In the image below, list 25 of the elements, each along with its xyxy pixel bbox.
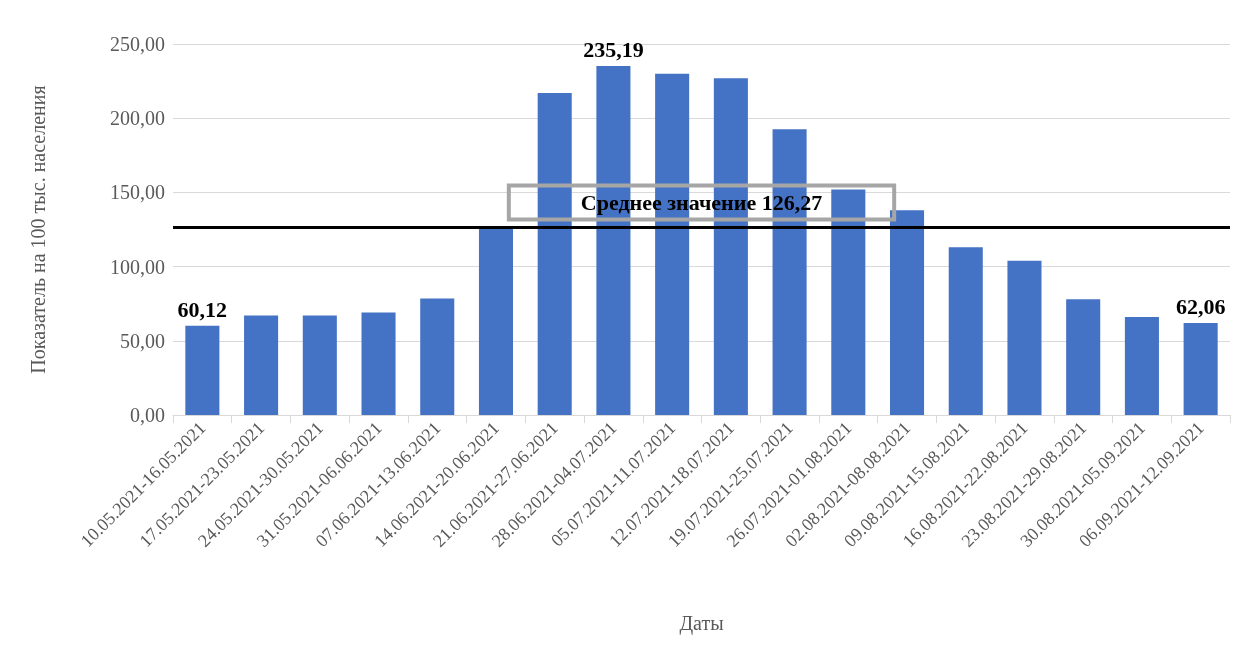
bar	[361, 312, 396, 415]
bar	[478, 228, 513, 415]
bar	[244, 315, 279, 415]
bar	[302, 315, 337, 415]
bar	[1183, 322, 1218, 415]
bar	[537, 92, 572, 415]
y-tick-label: 150,00	[110, 181, 165, 204]
bar	[185, 325, 220, 415]
bar	[890, 210, 925, 415]
y-tick-label: 100,00	[110, 255, 165, 278]
data-label: 60,12	[177, 297, 228, 323]
bar	[948, 247, 983, 415]
y-axis-title: Показатель на 100 тыс. населения	[27, 85, 49, 374]
data-label: 62,06	[1175, 294, 1226, 320]
bar	[1124, 317, 1159, 415]
y-tick-label: 50,00	[120, 329, 165, 352]
x-axis-title: Даты	[679, 612, 724, 635]
data-label: 235,19	[583, 37, 644, 63]
y-tick-label: 200,00	[110, 107, 165, 130]
bar	[1007, 260, 1042, 415]
bar	[831, 189, 866, 415]
y-tick-label: 0,00	[130, 404, 165, 426]
bar	[1066, 299, 1101, 415]
y-tick-label: 250,00	[110, 33, 165, 55]
bar	[420, 298, 455, 415]
